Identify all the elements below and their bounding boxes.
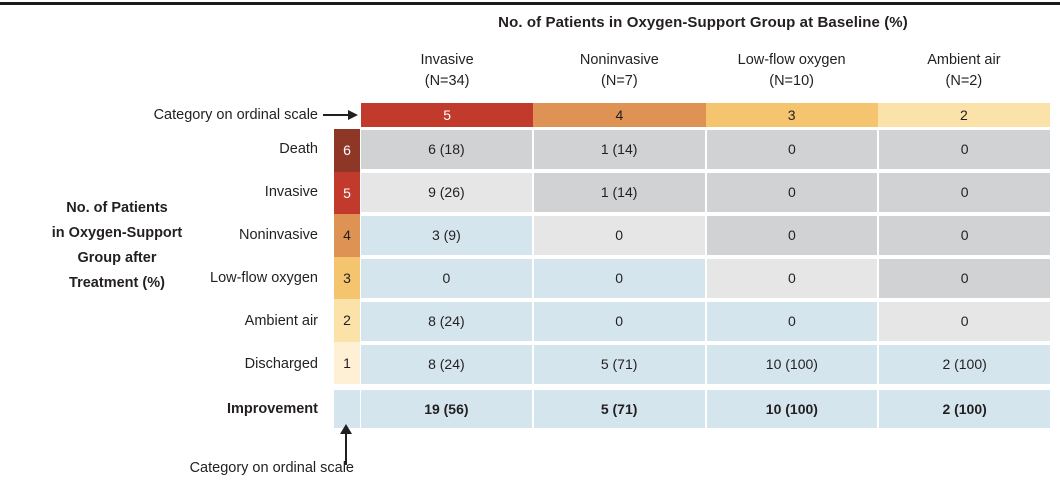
ordinal-badge: 5 [334, 171, 360, 214]
row-cells: 6 (18) 1 (14) 0 0 [361, 130, 1050, 169]
row-axis-label-line: in Oxygen-Support [51, 225, 183, 241]
row-cells: 3 (9) 0 0 0 [361, 216, 1050, 255]
data-cell: 0 [879, 302, 1050, 341]
row-label: Noninvasive [239, 227, 318, 243]
row-cells: 8 (24) 5 (71) 10 (100) 2 (100) [361, 345, 1050, 384]
data-cell: 10 (100) [706, 345, 878, 384]
arrow-up-shaft [345, 431, 347, 465]
row-cells: 8 (24) 0 0 0 [361, 302, 1050, 341]
arrow-up-icon [340, 424, 352, 434]
table-row: Low-flow oxygen 0 0 0 0 [0, 259, 1050, 298]
data-cell: 0 [533, 302, 705, 341]
data-cell: 0 [533, 216, 705, 255]
table-row: Discharged 8 (24) 5 (71) 10 (100) 2 (100) [0, 345, 1050, 384]
figure-title: No. of Patients in Oxygen-Support Group … [498, 14, 908, 31]
data-cell: 2 (100) [879, 345, 1050, 384]
row-axis-label-line: No. of Patients [66, 200, 168, 216]
table-row: Death 6 (18) 1 (14) 0 0 [0, 130, 1050, 169]
improvement-badge-cell [334, 390, 360, 428]
data-cell: 0 [879, 259, 1050, 298]
column-header-n: (N=10) [769, 73, 814, 89]
table-row: Noninvasive 3 (9) 0 0 0 [0, 216, 1050, 255]
category-pointer: Category on ordinal scale [0, 103, 358, 127]
baseline-category-cell: 3 [705, 103, 878, 127]
column-header-name: Invasive [420, 52, 474, 68]
category-pointer-label: Category on ordinal scale [153, 107, 318, 123]
data-cell: 5 (71) [533, 345, 705, 384]
row-label: Ambient air [244, 313, 318, 329]
data-cell: 0 [879, 173, 1050, 212]
baseline-category-cell: 2 [877, 103, 1050, 127]
column-header: Low-flow oxygen (N=10) [706, 50, 878, 92]
top-rule [0, 2, 1060, 5]
improvement-row-label: Improvement [226, 401, 318, 417]
data-cell: 0 [533, 259, 705, 298]
row-axis-label-line: Group after [77, 250, 157, 266]
row-badge-spacer [326, 345, 361, 384]
row-label: Low-flow oxygen [210, 270, 318, 286]
baseline-category-cell: 4 [533, 103, 706, 127]
row-axis-label: No. of Patients in Oxygen-Support Group af… [6, 196, 228, 296]
row-badge-spacer [326, 259, 361, 298]
data-cell: 0 [706, 259, 878, 298]
improvement-cell: 19 (56) [361, 390, 532, 428]
column-header-n: (N=7) [601, 73, 638, 89]
data-cell: 0 [706, 302, 878, 341]
row-badge-spacer [326, 130, 361, 169]
row-label: Invasive [264, 184, 318, 200]
improvement-cell: 5 (71) [533, 390, 705, 428]
column-header-name: Noninvasive [579, 52, 659, 68]
column-header-name: Ambient air [927, 52, 1001, 68]
arrow-right-icon [323, 109, 358, 120]
row-badge-spacer [326, 302, 361, 341]
data-cell: 0 [879, 130, 1050, 169]
column-header-name: Low-flow oxygen [737, 52, 846, 68]
column-header-n: (N=34) [424, 73, 470, 89]
ordinal-badge: 6 [334, 129, 360, 172]
data-cell: 8 (24) [361, 302, 532, 341]
ordinal-badge: 2 [334, 299, 360, 342]
table-row: Invasive 9 (26) 1 (14) 0 0 [0, 173, 1050, 212]
row-badge-spacer [326, 173, 361, 212]
column-headers: Invasive (N=34) Noninvasive (N=7) Low-flow o… [361, 50, 1050, 92]
data-cell: 9 (26) [361, 173, 532, 212]
data-cell: 1 (14) [533, 173, 705, 212]
row-label: Death [279, 141, 318, 157]
data-cell: 6 (18) [361, 130, 532, 169]
data-cell: 0 [706, 173, 878, 212]
improvement-cell: 2 (100) [879, 390, 1050, 428]
data-cell: 0 [361, 259, 532, 298]
row-axis-label-line: Treatment (%) [69, 275, 165, 291]
ordinal-badge: 1 [334, 341, 360, 384]
improvement-row: Improvement 19 (56) 5 (71) 10 (100) 2 (100) [0, 390, 1050, 428]
improvement-row-cells: 19 (56) 5 (71) 10 (100) 2 (100) [361, 390, 1050, 428]
bottom-pointer-label: Category on ordinal scale [189, 460, 354, 476]
table-row: Ambient air 8 (24) 0 0 0 [0, 302, 1050, 341]
row-label: Discharged [244, 356, 318, 372]
column-header-n: (N=2) [945, 73, 983, 89]
row-badge-spacer [326, 390, 361, 428]
ordinal-badge: 4 [334, 214, 360, 257]
row-cells: 9 (26) 1 (14) 0 0 [361, 173, 1050, 212]
column-header: Noninvasive (N=7) [533, 50, 705, 92]
column-header: Ambient air (N=2) [878, 50, 1050, 92]
data-cell: 0 [706, 216, 878, 255]
ordinal-badge: 3 [334, 256, 360, 299]
data-cell: 8 (24) [361, 345, 532, 384]
row-badge-spacer [326, 216, 361, 255]
data-cell: 0 [879, 216, 1050, 255]
data-cell: 1 (14) [533, 130, 705, 169]
improvement-cell: 10 (100) [706, 390, 878, 428]
column-header: Invasive (N=34) [361, 50, 533, 92]
baseline-category-cell: 5 [361, 103, 534, 127]
data-cell: 3 (9) [361, 216, 532, 255]
data-cell: 0 [706, 130, 878, 169]
